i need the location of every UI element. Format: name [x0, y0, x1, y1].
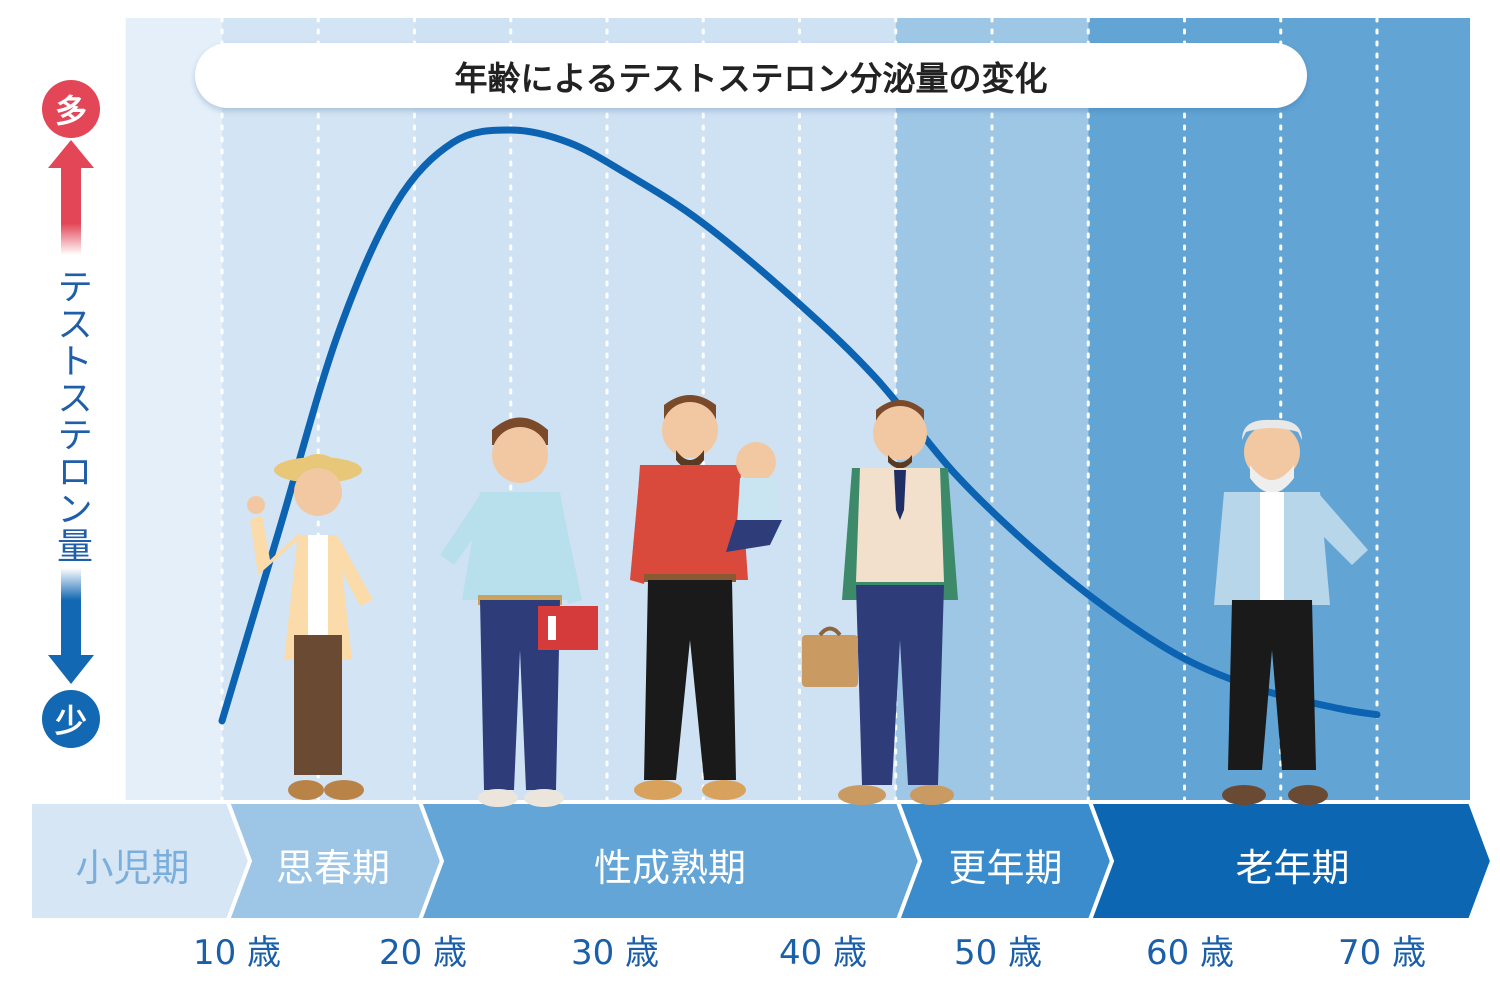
x-tick-label: 60 歳 [1145, 933, 1235, 973]
y-axis-arrows [48, 140, 94, 684]
stage-arrow [1087, 800, 1495, 922]
young-man-with-book-figure [440, 417, 598, 807]
x-tick-label: 30 歳 [570, 933, 660, 973]
x-tick-label: 50 歳 [953, 933, 1043, 973]
boy-in-hat-figure [247, 454, 373, 800]
y-axis-label: テストステロン量 [51, 268, 92, 564]
father-with-baby-figure [630, 395, 782, 800]
high-level-badge: 多 [42, 80, 100, 138]
stage-label-childhood: 小児期 [75, 845, 190, 890]
stage-label-menopause: 更年期 [948, 845, 1063, 890]
stage-band [125, 18, 222, 800]
man-with-briefcase-figure [802, 400, 958, 805]
stage-label-maturity: 性成熟期 [593, 845, 746, 890]
stage-arrows [28, 800, 1495, 922]
elderly-man-figure [1214, 419, 1368, 805]
x-tick-label: 70 歳 [1337, 933, 1427, 973]
x-tick-label: 40 歳 [778, 933, 868, 973]
x-tick-label: 10 歳 [192, 933, 282, 973]
arrow-down-icon [48, 568, 94, 684]
testosterone-curve [218, 126, 1381, 725]
chart-title: 年齢によるテストステロン分泌量の変化 [195, 43, 1307, 108]
arrow-up-icon [48, 140, 94, 255]
x-tick-label: 20 歳 [378, 933, 468, 973]
low-level-badge: 少 [42, 690, 100, 748]
stage-label-puberty: 思春期 [275, 845, 390, 890]
stage-label-old-age: 老年期 [1235, 845, 1350, 890]
